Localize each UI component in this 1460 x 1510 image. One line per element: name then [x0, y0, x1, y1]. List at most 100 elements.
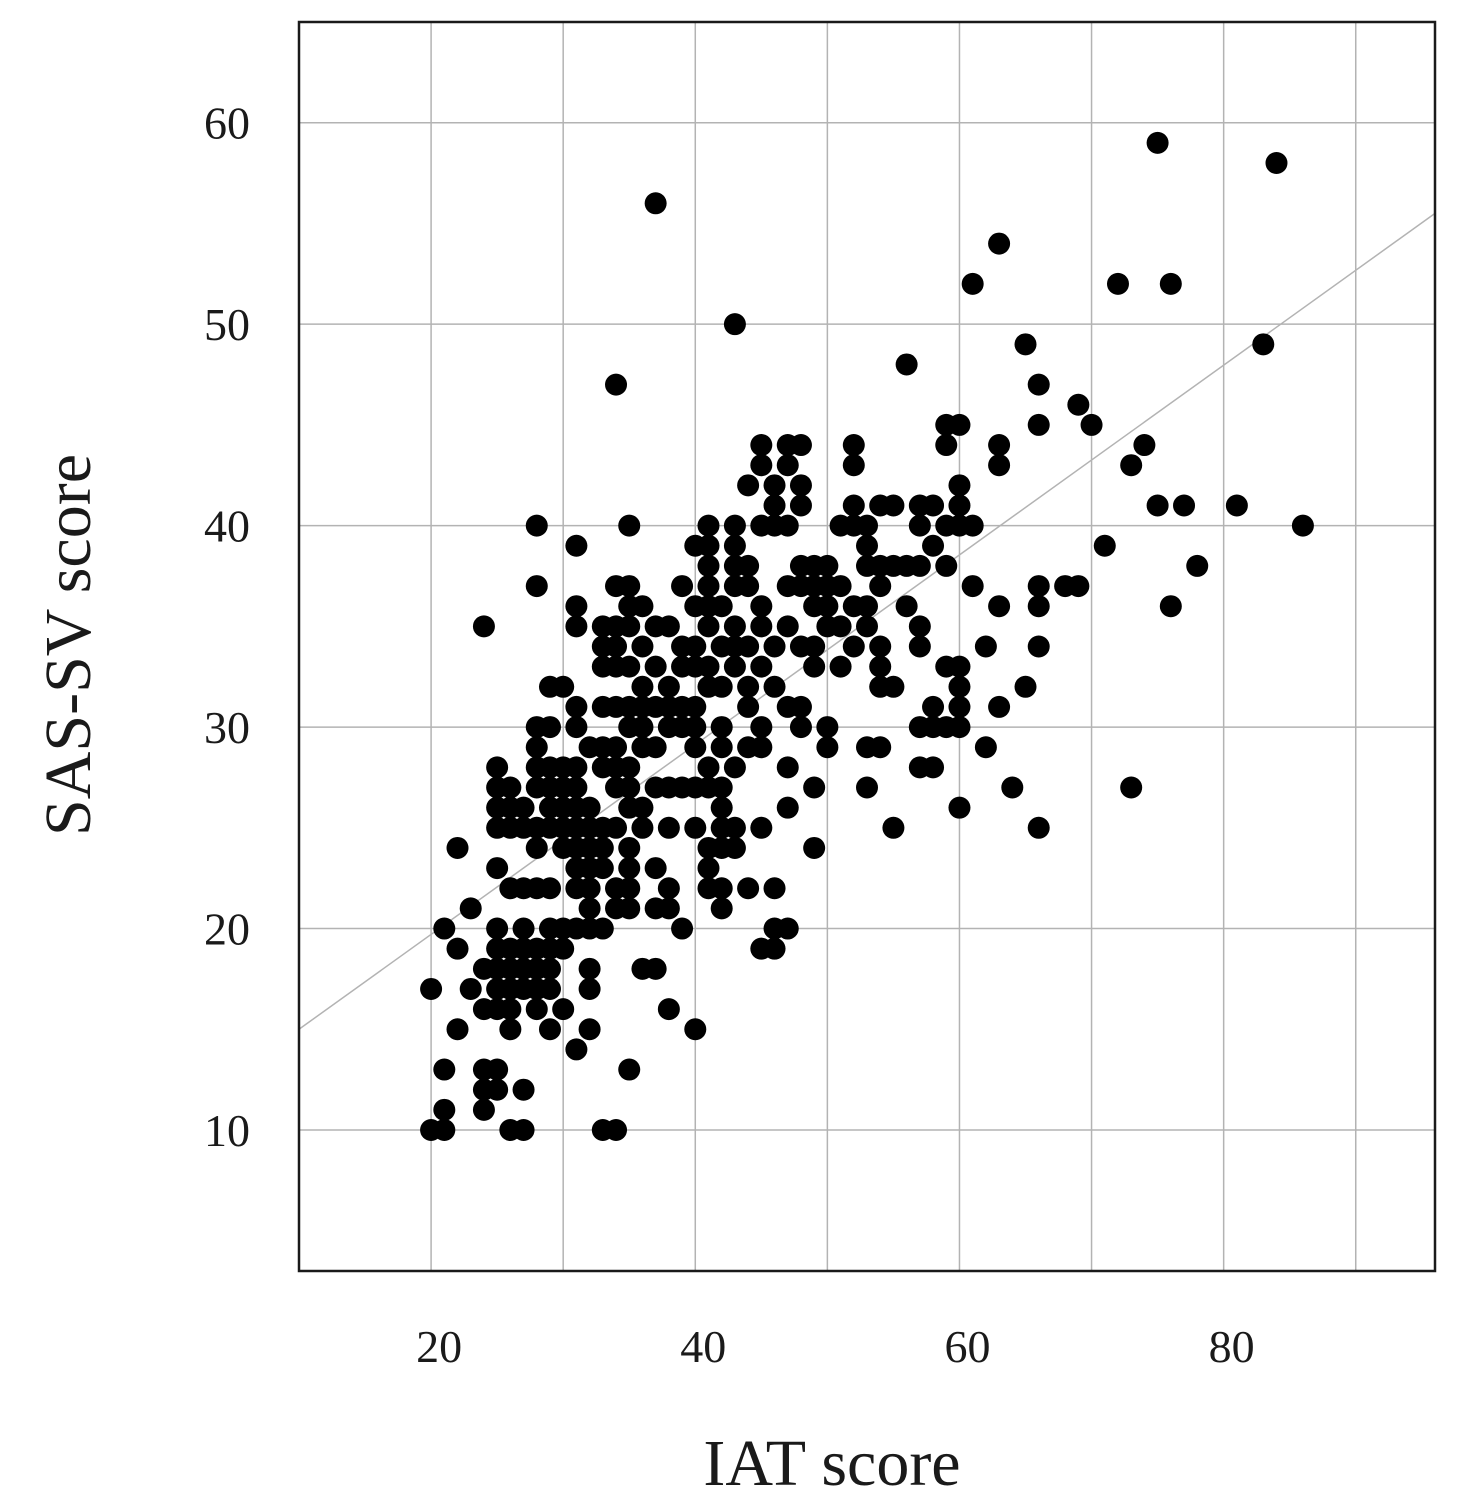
data-point — [512, 1078, 535, 1101]
data-point — [631, 675, 654, 698]
data-point — [486, 1078, 509, 1101]
data-point — [710, 595, 733, 618]
data-point — [948, 695, 971, 718]
data-point — [750, 736, 773, 759]
data-point — [644, 736, 667, 759]
data-point — [803, 655, 826, 678]
data-point — [486, 917, 509, 940]
data-point — [974, 736, 997, 759]
data-point — [565, 695, 588, 718]
data-point — [684, 716, 707, 739]
data-point — [420, 977, 443, 1000]
data-point — [644, 957, 667, 980]
data-point — [856, 615, 878, 638]
data-point — [671, 917, 694, 940]
data-point — [697, 534, 720, 557]
data-point — [1001, 776, 1024, 799]
data-point — [961, 575, 984, 598]
data-point — [1133, 434, 1156, 457]
data-point — [552, 675, 575, 698]
data-point — [842, 635, 865, 658]
data-point — [671, 575, 694, 598]
data-point — [631, 796, 654, 819]
data-point — [882, 816, 905, 839]
y-axis-title: SAS-SV score — [32, 454, 105, 836]
data-point — [710, 796, 733, 819]
data-point — [842, 494, 865, 517]
data-point — [935, 434, 958, 457]
data-point — [789, 494, 812, 517]
data-point — [657, 998, 680, 1021]
data-point — [1027, 373, 1050, 396]
data-point — [948, 675, 971, 698]
data-point — [591, 917, 614, 940]
data-point — [895, 595, 918, 618]
data-point — [1252, 333, 1275, 356]
data-point — [829, 655, 852, 678]
data-point — [565, 716, 588, 739]
data-point — [776, 796, 799, 819]
data-point — [750, 434, 773, 457]
data-point — [816, 595, 839, 618]
data-point — [763, 494, 786, 517]
data-point — [829, 575, 852, 598]
x-axis-title: IAT score — [703, 1427, 960, 1500]
data-point — [697, 514, 720, 537]
data-point — [525, 836, 548, 859]
data-point — [750, 595, 773, 618]
data-point — [644, 192, 667, 215]
data-point — [710, 897, 733, 920]
data-point — [723, 615, 746, 638]
data-point — [697, 756, 720, 779]
data-point — [737, 554, 760, 577]
data-point — [644, 655, 667, 678]
data-point — [512, 796, 535, 819]
data-point — [684, 816, 707, 839]
data-point — [618, 615, 641, 638]
data-point — [565, 776, 588, 799]
y-tick-label: 60 — [204, 98, 250, 149]
data-point — [856, 595, 878, 618]
gridlines — [299, 22, 1435, 1271]
data-point — [737, 695, 760, 718]
data-point — [618, 857, 641, 880]
data-point — [1186, 554, 1209, 577]
data-point — [763, 635, 786, 658]
data-point — [552, 937, 575, 960]
data-point — [988, 434, 1011, 457]
data-point — [750, 454, 773, 477]
data-point — [605, 373, 628, 396]
data-point — [618, 756, 641, 779]
data-point — [538, 957, 561, 980]
data-point — [578, 977, 601, 1000]
data-point — [816, 736, 839, 759]
data-point — [776, 756, 799, 779]
data-point — [882, 494, 905, 517]
data-point — [538, 977, 561, 1000]
data-point — [710, 716, 733, 739]
data-point — [961, 514, 984, 537]
data-point — [803, 635, 826, 658]
data-point — [499, 1018, 522, 1041]
data-point — [856, 534, 878, 557]
data-point — [1146, 494, 1169, 517]
data-point — [618, 1058, 641, 1081]
data-point — [908, 635, 931, 658]
data-point — [1067, 575, 1090, 598]
data-point — [948, 474, 971, 497]
data-point — [908, 554, 931, 577]
data-point — [433, 1098, 456, 1121]
data-point — [723, 514, 746, 537]
data-point — [895, 353, 918, 376]
data-point — [948, 796, 971, 819]
data-point — [816, 554, 839, 577]
data-point — [1291, 514, 1314, 537]
data-point — [988, 695, 1011, 718]
data-point — [618, 514, 641, 537]
data-point — [1159, 595, 1182, 618]
data-point — [908, 514, 931, 537]
data-point — [710, 877, 733, 900]
data-point — [776, 917, 799, 940]
y-tick-label: 10 — [204, 1105, 250, 1156]
data-point — [948, 655, 971, 678]
